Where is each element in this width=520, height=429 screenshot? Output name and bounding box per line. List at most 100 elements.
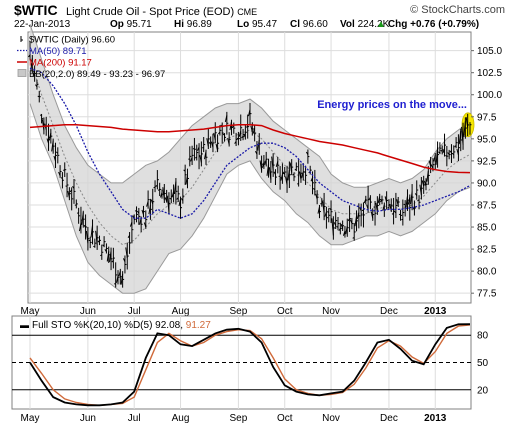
legend-label: MA(200) 91.17 [29,58,92,69]
price-bar [298,163,303,183]
price-bar [188,146,192,167]
price-bar [148,198,152,220]
price-bar [129,216,134,244]
price-bar [143,210,148,229]
price-bar [345,218,349,237]
price-bar [63,162,67,178]
price-y-tick-label: 97.5 [477,112,497,123]
price-bar [461,122,465,150]
price-bar [173,178,178,205]
price-bar [465,113,470,137]
price-x-axis: May Jun Jul Aug Sep Oct Nov Dec 2013 [21,306,447,317]
price-bar [199,141,203,167]
price-bar [370,208,375,221]
price-bar [368,195,372,209]
price-bar [116,270,120,285]
price-bar [377,193,382,206]
price-y-tick-label: 85.0 [477,223,497,234]
ma200-line [29,123,471,174]
price-bar [190,145,194,166]
price-bar [245,114,250,139]
stochastic-legend: ▬ Full STO %K(20,10) %D(5) 92.08, 91.27 [20,320,211,331]
price-y-tick-label: 77.5 [477,289,497,300]
price-x-tick-label: Oct [277,306,293,317]
price-bar [51,138,55,154]
bollinger-band-area [30,24,470,294]
price-bar [380,195,384,205]
price-bar [35,79,39,90]
price-bar [180,188,185,204]
price-bar [292,172,296,182]
price-bar [58,165,62,178]
price-bar [183,164,187,185]
copyright-label: © StockCharts.com [410,4,505,16]
price-bar [150,188,155,215]
price-bar [336,216,340,231]
bollinger-middle-line [29,59,471,246]
price-bar [104,243,108,254]
price-bar [37,90,41,103]
price-bar [352,223,356,241]
legend-item: BB(20,2.0) 89.49 - 93.23 - 96.97 [17,69,165,80]
stochastic-k-line [29,323,471,407]
price-bar [241,129,245,141]
ohlc-vol: Vol 224.2K [340,19,390,30]
price-bar [456,134,460,162]
price-bar [136,207,141,225]
price-bar [458,128,463,152]
stochastic-x-tick-label: Dec [380,413,398,424]
price-x-tick-label: 2013 [424,306,447,317]
price-bar [53,142,57,169]
price-bar [329,200,333,224]
price-bar [72,178,76,204]
price-bar [421,175,426,194]
price-y-tick-label: 90.0 [477,178,497,189]
price-bar [192,137,196,161]
price-bar [55,147,60,164]
price-x-tick-label: Jul [128,306,141,317]
price-x-tick-label: Aug [172,306,190,317]
price-bar [32,65,37,82]
price-bar [435,141,440,168]
price-bar [224,111,229,135]
price-y-axis: 77.5 80.0 82.5 85.0 87.5 90.0 92.5 95.0 97.5 100.… [471,46,502,300]
price-bar [294,162,298,172]
stochastic-y-tick-label: 80 [477,331,489,342]
price-x-tick-label: Jun [80,306,96,317]
legend-label: $WTIC (Daily) 96.60 [29,35,115,46]
stochastic-y-tick-label: 50 [477,358,489,369]
ohlc-hi: Hi 96.89 [174,19,212,30]
ma50-line [29,67,471,219]
price-bar [206,128,210,149]
stochastic-x-tick-label: Oct [277,413,293,424]
price-bar [88,236,92,249]
stochastic-x-tick-label: May [21,413,40,424]
price-bar [178,196,183,219]
price-y-tick-label: 100.0 [477,90,502,101]
price-bar [384,191,389,210]
price-bar [176,185,180,202]
price-bar [155,170,159,190]
price-bar [271,153,275,177]
price-bars [28,41,472,288]
price-bar [125,242,129,270]
price-bar [120,271,125,288]
price-bar-last [469,122,472,135]
ohlc-lo: Lo 95.47 [237,19,277,30]
price-bar [356,203,361,229]
price-bar [127,232,132,254]
stochastic-panel-frame [11,315,472,410]
price-bar [338,222,342,235]
price-bar [81,210,85,228]
price-bar [417,195,421,210]
stochastic-legend-icon: ▬ [20,320,29,330]
price-bar [428,156,433,174]
price-y-tick-label: 80.0 [477,267,497,278]
price-bar [65,172,69,198]
price-bar [463,117,467,139]
legend-label: MA(50) 89.71 [29,46,87,57]
price-bar [146,190,150,209]
price-bar [195,144,199,161]
date-label: 22-Jan-2013 [14,19,71,30]
